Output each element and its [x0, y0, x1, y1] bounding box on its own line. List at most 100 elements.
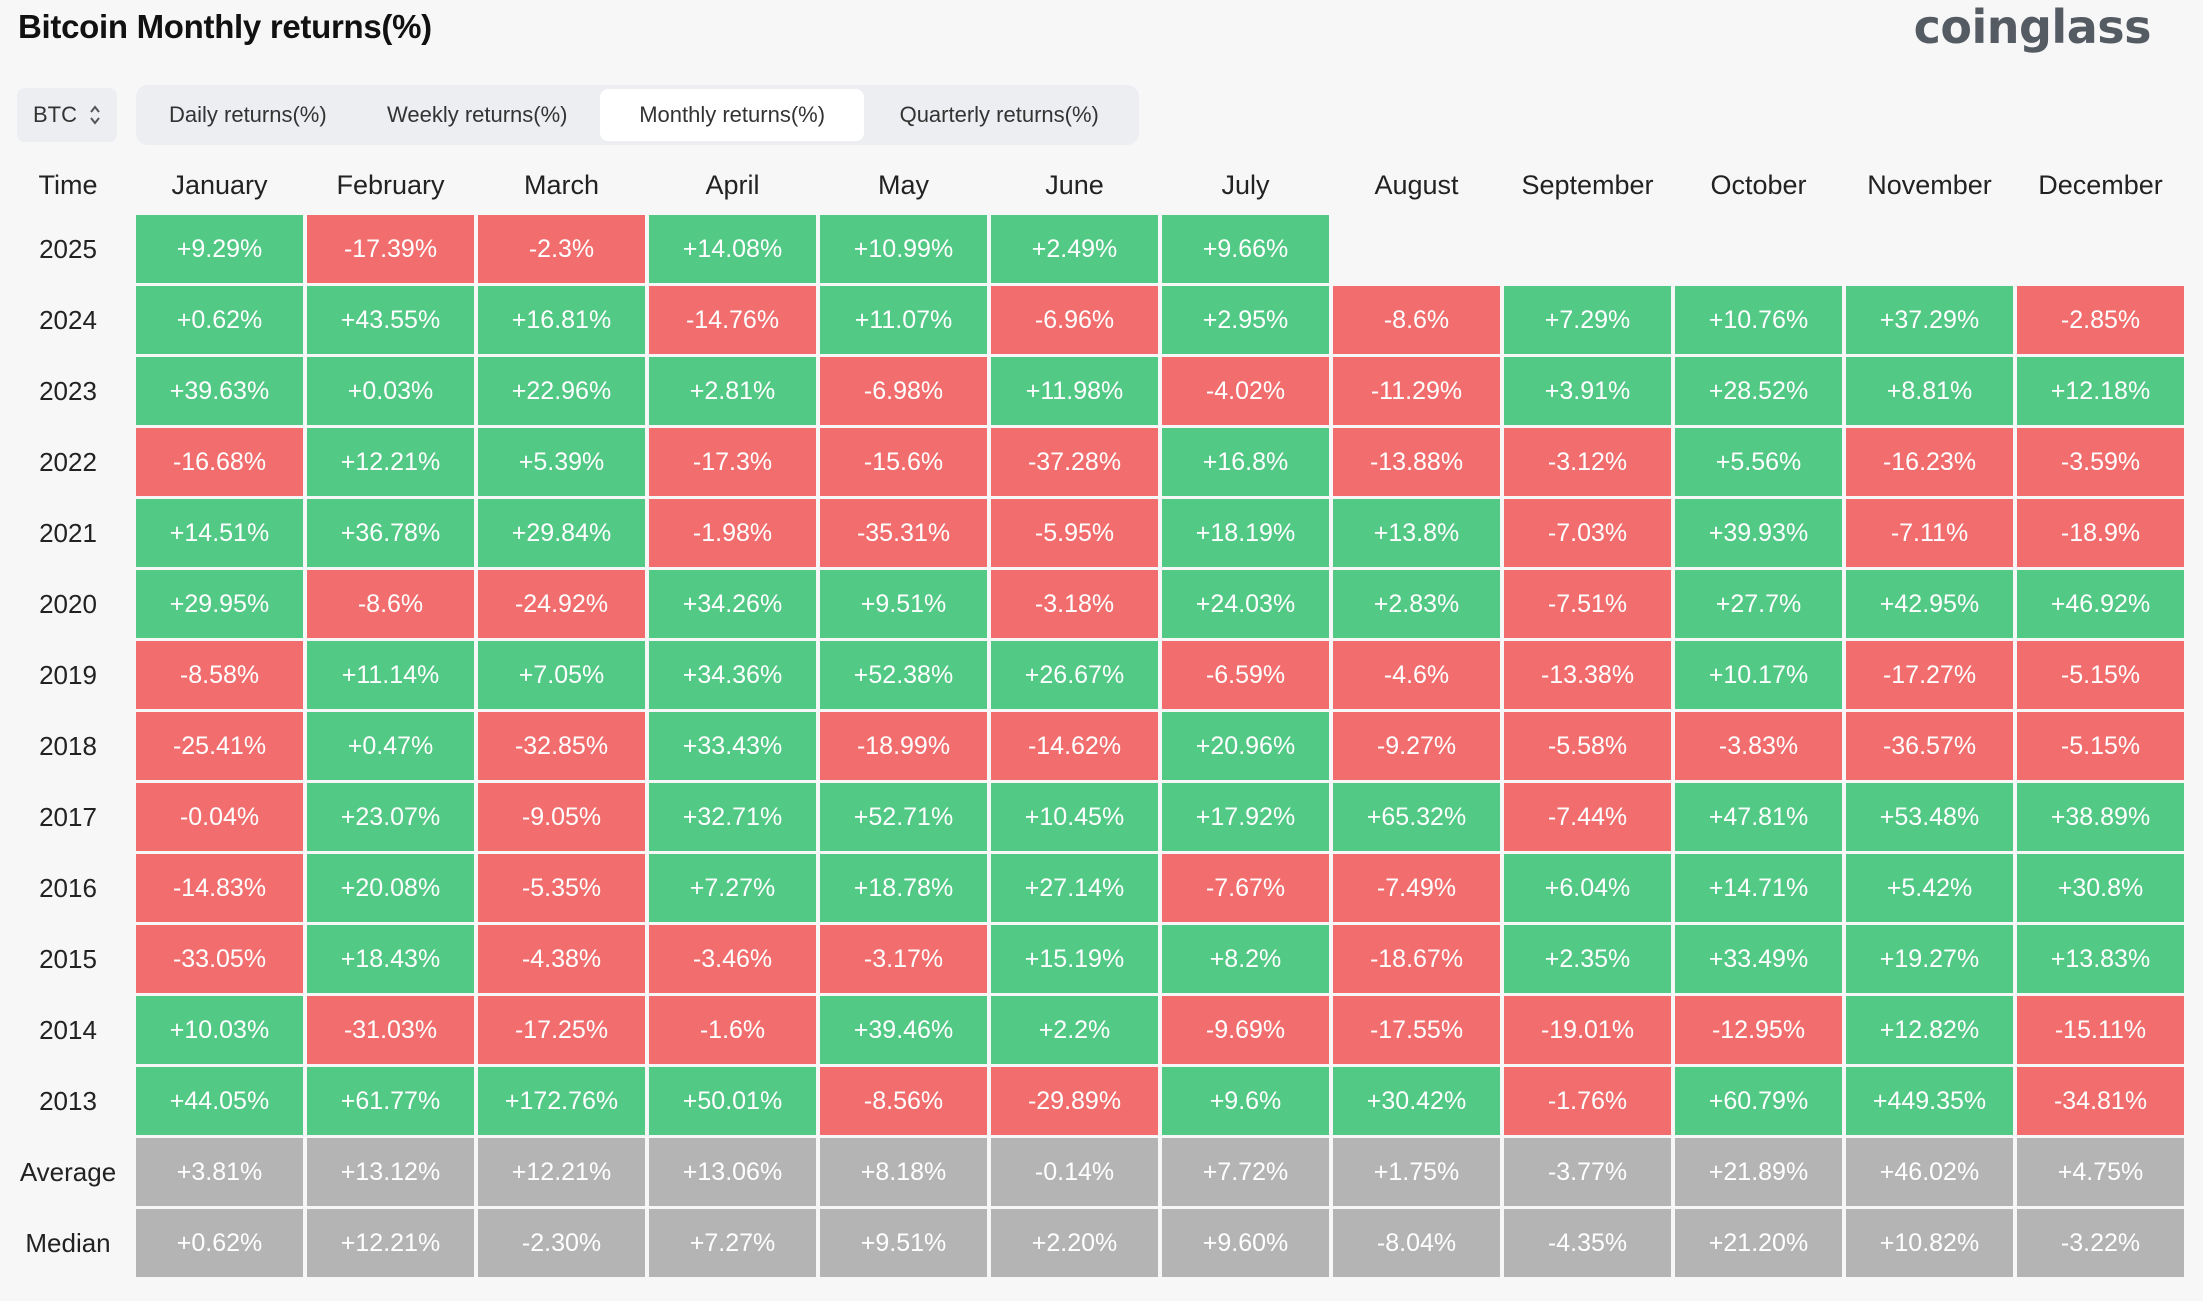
summary-cell[interactable]: -4.35%: [1504, 1209, 1671, 1277]
return-cell[interactable]: -1.98%: [649, 499, 816, 567]
summary-cell[interactable]: +8.18%: [820, 1138, 987, 1206]
return-cell[interactable]: -18.99%: [820, 712, 987, 780]
return-cell[interactable]: -3.59%: [2017, 428, 2184, 496]
return-cell[interactable]: +449.35%: [1846, 1067, 2013, 1135]
return-cell[interactable]: +10.99%: [820, 215, 987, 283]
return-cell[interactable]: +18.19%: [1162, 499, 1329, 567]
return-cell[interactable]: +0.62%: [136, 286, 303, 354]
return-cell[interactable]: +34.36%: [649, 641, 816, 709]
summary-cell[interactable]: -2.30%: [478, 1209, 645, 1277]
return-cell[interactable]: -15.11%: [2017, 996, 2184, 1064]
return-cell[interactable]: -6.59%: [1162, 641, 1329, 709]
return-cell[interactable]: -24.92%: [478, 570, 645, 638]
return-cell[interactable]: +28.52%: [1675, 357, 1842, 425]
summary-cell[interactable]: +0.62%: [136, 1209, 303, 1277]
return-cell[interactable]: +12.18%: [2017, 357, 2184, 425]
return-cell[interactable]: -14.76%: [649, 286, 816, 354]
tab-daily-returns[interactable]: Daily returns(%): [169, 102, 327, 127]
return-cell[interactable]: +65.32%: [1333, 783, 1500, 851]
return-cell[interactable]: +42.95%: [1846, 570, 2013, 638]
return-cell[interactable]: -17.3%: [649, 428, 816, 496]
return-cell[interactable]: -3.17%: [820, 925, 987, 993]
return-cell[interactable]: +52.71%: [820, 783, 987, 851]
return-cell[interactable]: -8.6%: [307, 570, 474, 638]
summary-cell[interactable]: +46.02%: [1846, 1138, 2013, 1206]
return-cell[interactable]: -13.88%: [1333, 428, 1500, 496]
return-cell[interactable]: +14.08%: [649, 215, 816, 283]
return-cell[interactable]: +47.81%: [1675, 783, 1842, 851]
return-cell[interactable]: +11.98%: [991, 357, 1158, 425]
return-cell[interactable]: -33.05%: [136, 925, 303, 993]
return-cell[interactable]: -7.11%: [1846, 499, 2013, 567]
return-cell[interactable]: +53.48%: [1846, 783, 2013, 851]
return-cell[interactable]: +18.43%: [307, 925, 474, 993]
return-cell[interactable]: -5.15%: [2017, 712, 2184, 780]
summary-cell[interactable]: +3.81%: [136, 1138, 303, 1206]
return-cell[interactable]: +2.2%: [991, 996, 1158, 1064]
return-cell[interactable]: +46.92%: [2017, 570, 2184, 638]
return-cell[interactable]: +10.17%: [1675, 641, 1842, 709]
asset-select[interactable]: BTC: [17, 88, 117, 142]
return-cell[interactable]: -7.67%: [1162, 854, 1329, 922]
return-cell[interactable]: -2.3%: [478, 215, 645, 283]
tab-weekly-returns[interactable]: Weekly returns(%): [386, 102, 568, 127]
return-cell[interactable]: +50.01%: [649, 1067, 816, 1135]
return-cell[interactable]: +33.49%: [1675, 925, 1842, 993]
return-cell[interactable]: -17.27%: [1846, 641, 2013, 709]
return-cell[interactable]: +2.95%: [1162, 286, 1329, 354]
summary-cell[interactable]: +2.20%: [991, 1209, 1158, 1277]
return-cell[interactable]: +22.96%: [478, 357, 645, 425]
return-cell[interactable]: +32.71%: [649, 783, 816, 851]
return-cell[interactable]: +29.84%: [478, 499, 645, 567]
return-cell[interactable]: -5.58%: [1504, 712, 1671, 780]
return-cell[interactable]: +27.14%: [991, 854, 1158, 922]
return-cell[interactable]: -7.49%: [1333, 854, 1500, 922]
return-cell[interactable]: +34.26%: [649, 570, 816, 638]
summary-cell[interactable]: +7.27%: [649, 1209, 816, 1277]
return-cell[interactable]: -18.9%: [2017, 499, 2184, 567]
return-cell[interactable]: -32.85%: [478, 712, 645, 780]
summary-cell[interactable]: +9.60%: [1162, 1209, 1329, 1277]
return-cell[interactable]: +3.91%: [1504, 357, 1671, 425]
return-cell[interactable]: -6.96%: [991, 286, 1158, 354]
return-cell[interactable]: -4.6%: [1333, 641, 1500, 709]
summary-cell[interactable]: -3.77%: [1504, 1138, 1671, 1206]
return-cell[interactable]: +2.83%: [1333, 570, 1500, 638]
return-cell[interactable]: -3.83%: [1675, 712, 1842, 780]
return-cell[interactable]: -8.58%: [136, 641, 303, 709]
return-cell[interactable]: -29.89%: [991, 1067, 1158, 1135]
return-cell[interactable]: +52.38%: [820, 641, 987, 709]
return-cell[interactable]: +2.49%: [991, 215, 1158, 283]
return-cell[interactable]: +8.81%: [1846, 357, 2013, 425]
return-cell[interactable]: +39.46%: [820, 996, 987, 1064]
return-cell[interactable]: +10.03%: [136, 996, 303, 1064]
return-cell[interactable]: +9.51%: [820, 570, 987, 638]
return-cell[interactable]: +9.6%: [1162, 1067, 1329, 1135]
return-cell[interactable]: +30.42%: [1333, 1067, 1500, 1135]
return-cell[interactable]: +7.29%: [1504, 286, 1671, 354]
return-cell[interactable]: +30.8%: [2017, 854, 2184, 922]
return-cell[interactable]: +0.47%: [307, 712, 474, 780]
return-cell[interactable]: -15.6%: [820, 428, 987, 496]
return-cell[interactable]: +26.67%: [991, 641, 1158, 709]
return-cell[interactable]: -25.41%: [136, 712, 303, 780]
return-cell[interactable]: +8.2%: [1162, 925, 1329, 993]
return-cell[interactable]: -9.27%: [1333, 712, 1500, 780]
return-cell[interactable]: +27.7%: [1675, 570, 1842, 638]
return-cell[interactable]: +39.63%: [136, 357, 303, 425]
return-cell[interactable]: +7.27%: [649, 854, 816, 922]
summary-cell[interactable]: +21.20%: [1675, 1209, 1842, 1277]
return-cell[interactable]: +36.78%: [307, 499, 474, 567]
return-cell[interactable]: [2017, 215, 2184, 283]
summary-cell[interactable]: +13.12%: [307, 1138, 474, 1206]
return-cell[interactable]: +16.81%: [478, 286, 645, 354]
return-cell[interactable]: +20.08%: [307, 854, 474, 922]
return-cell[interactable]: +24.03%: [1162, 570, 1329, 638]
return-cell[interactable]: +13.8%: [1333, 499, 1500, 567]
return-cell[interactable]: +11.14%: [307, 641, 474, 709]
return-cell[interactable]: +12.82%: [1846, 996, 2013, 1064]
return-cell[interactable]: -37.28%: [991, 428, 1158, 496]
return-cell[interactable]: +29.95%: [136, 570, 303, 638]
return-cell[interactable]: -7.03%: [1504, 499, 1671, 567]
return-cell[interactable]: +2.81%: [649, 357, 816, 425]
